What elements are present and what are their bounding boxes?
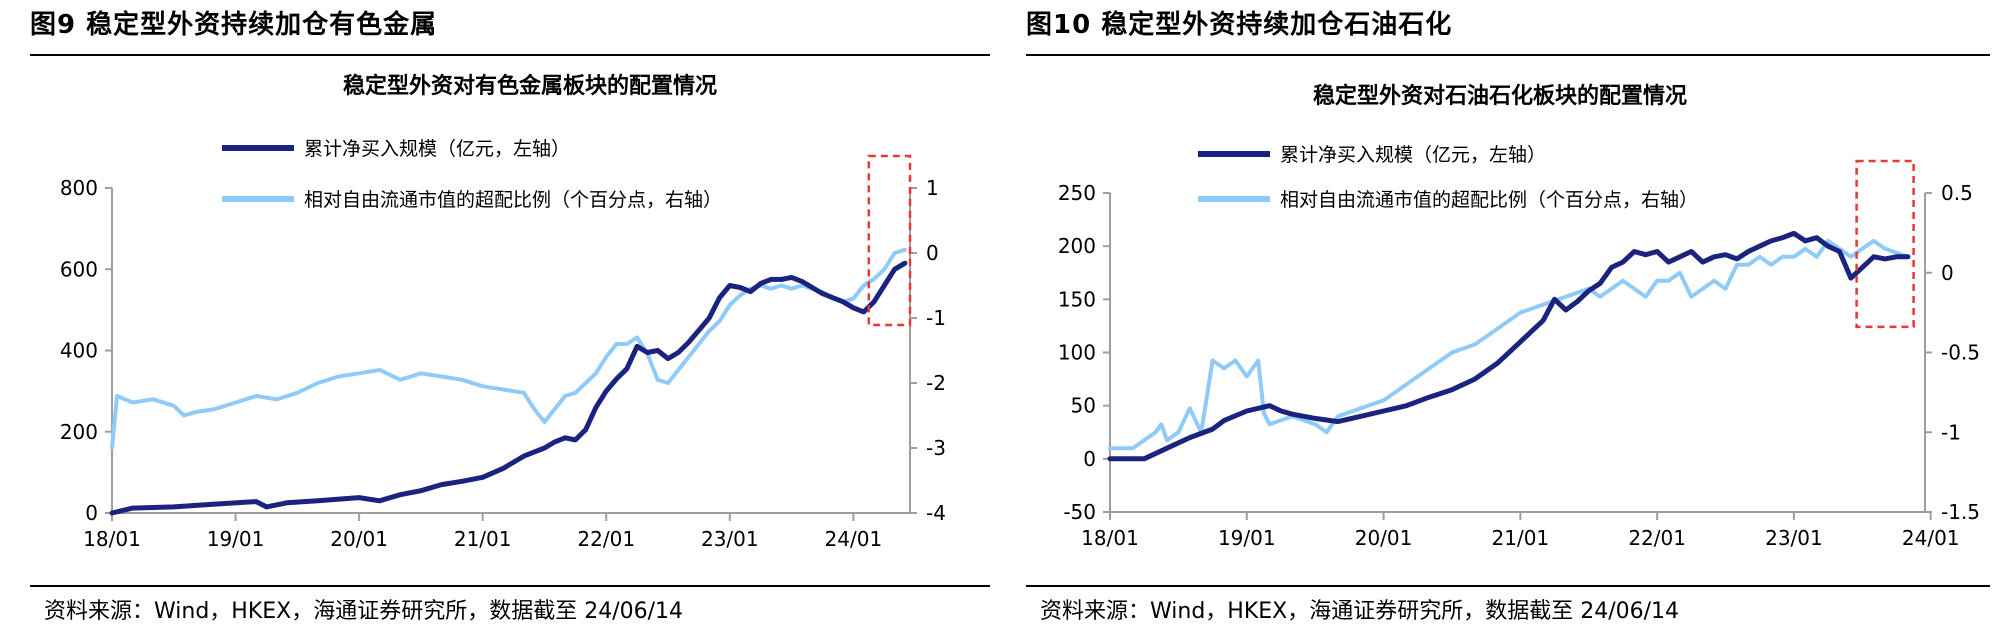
y-right-tick-label: 0 xyxy=(926,241,939,265)
y-left-tick-label: 600 xyxy=(60,257,98,281)
legend-label: 累计净买入规模（亿元，左轴） xyxy=(304,138,570,160)
y-right-tick-label: -2 xyxy=(926,371,946,395)
x-tick-label: 19/01 xyxy=(207,527,265,551)
legend-label: 累计净买入规模（亿元，左轴） xyxy=(1280,144,1546,166)
source-rule xyxy=(1026,585,1990,587)
y-left-tick-label: 250 xyxy=(1058,181,1096,205)
chart-title: 稳定型外资对有色金属板块的配置情况 xyxy=(343,73,717,99)
x-tick-label: 18/01 xyxy=(83,527,141,551)
y-right-tick-label: -1 xyxy=(926,306,946,330)
highlight-box xyxy=(1855,159,1915,329)
title-rule xyxy=(30,54,990,56)
y-left-tick-label: 150 xyxy=(1058,287,1096,311)
x-tick-label: 20/01 xyxy=(330,527,388,551)
source-note: 资料来源：Wind，HKEX，海通证券研究所，数据截至 24/06/14 xyxy=(44,599,684,624)
y-right-tick-label: -3 xyxy=(926,436,946,460)
series-line-net-buy xyxy=(1107,230,1911,462)
y-left-tick-label: 100 xyxy=(1058,341,1096,365)
title-rule xyxy=(1026,54,1990,56)
chart-title: 稳定型外资对石油石化板块的配置情况 xyxy=(1313,83,1687,109)
y-right-tick-label: -0.5 xyxy=(1941,341,1980,365)
source-note: 资料来源：Wind，HKEX，海通证券研究所，数据截至 24/06/14 xyxy=(1040,599,1680,624)
x-tick-label: 21/01 xyxy=(1492,526,1550,550)
highlight-box xyxy=(867,154,912,327)
x-tick-label: 18/01 xyxy=(1081,526,1139,550)
figure-title: 图10 稳定型外资持续加仓石油石化 xyxy=(1026,10,1453,40)
x-tick-label: 24/01 xyxy=(825,527,883,551)
y-left-tick-label: 200 xyxy=(1058,234,1096,258)
figure-9-panel: 图9 稳定型外资持续加仓有色金属 稳定型外资对有色金属板块的配置情况累计净买入规… xyxy=(0,0,990,631)
legend-label: 相对自由流通市值的超配比例（个百分点，右轴） xyxy=(304,189,722,211)
x-tick-label: 24/01 xyxy=(1902,526,1960,550)
x-tick-label: 23/01 xyxy=(701,527,759,551)
y-left-tick-label: 800 xyxy=(60,176,98,200)
x-tick-label: 21/01 xyxy=(454,527,512,551)
legend-label: 相对自由流通市值的超配比例（个百分点，右轴） xyxy=(1280,189,1698,211)
y-left-tick-label: 0 xyxy=(85,501,98,525)
y-right-tick-label: 1 xyxy=(926,176,939,200)
y-right-tick-label: 0 xyxy=(1941,261,1954,285)
y-left-tick-label: 200 xyxy=(60,420,98,444)
y-left-tick-label: -50 xyxy=(1063,500,1096,524)
figure-title: 图9 稳定型外资持续加仓有色金属 xyxy=(30,10,438,40)
x-tick-label: 23/01 xyxy=(1765,526,1823,550)
y-left-tick-label: 50 xyxy=(1071,394,1096,418)
y-right-tick-label: -4 xyxy=(926,501,946,525)
series-line-net-buy xyxy=(109,260,908,516)
source-rule xyxy=(30,585,990,587)
y-right-tick-label: -1 xyxy=(1941,420,1961,444)
x-tick-label: 22/01 xyxy=(1628,526,1686,550)
x-tick-label: 20/01 xyxy=(1355,526,1413,550)
x-tick-label: 22/01 xyxy=(577,527,635,551)
x-tick-label: 19/01 xyxy=(1218,526,1276,550)
series-line-overweight xyxy=(110,247,907,450)
y-right-tick-label: 0.5 xyxy=(1941,181,1973,205)
y-left-tick-label: 0 xyxy=(1083,447,1096,471)
figure-10-panel: 图10 稳定型外资持续加仓石油石化 稳定型外资对石油石化板块的配置情况累计净买入… xyxy=(1020,0,2000,631)
y-right-tick-label: -1.5 xyxy=(1941,500,1980,524)
y-left-tick-label: 400 xyxy=(60,339,98,363)
